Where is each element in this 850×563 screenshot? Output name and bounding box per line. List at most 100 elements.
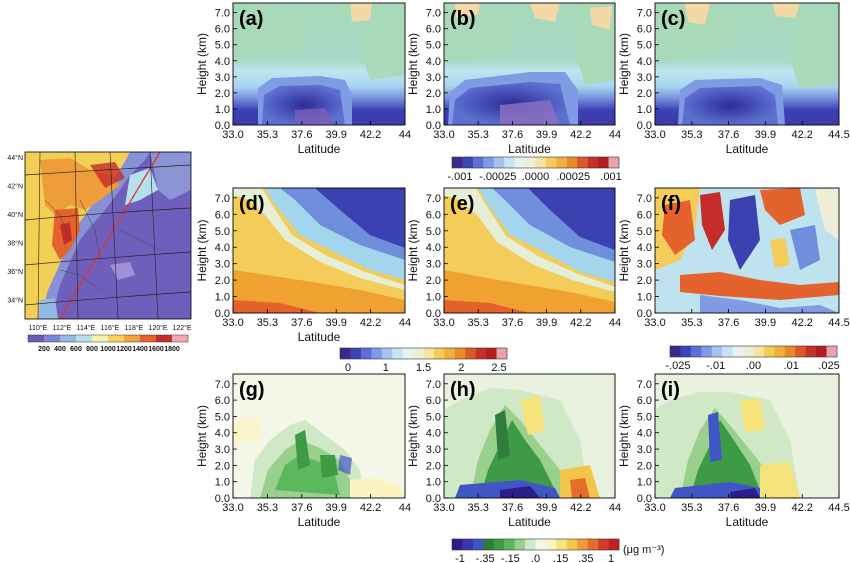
colorbar-swatch: [381, 348, 393, 359]
x-tick-label: 37.6: [718, 129, 739, 141]
colorbar-swatch: [816, 346, 827, 357]
y-tick-label: 2.0: [426, 275, 441, 287]
x-tick-label: 35.3: [681, 317, 702, 329]
y-tick-label: 2.0: [426, 460, 441, 472]
x-tick-label: 37.6: [291, 317, 312, 329]
terrain-swatch: [76, 335, 93, 342]
x-tick-label: 37.6: [502, 317, 523, 329]
terrain-legend-label: 1600: [148, 346, 164, 353]
y-tick-label: 7.0: [426, 379, 441, 391]
colorbar-swatch: [483, 539, 495, 550]
y-tick-label: 0.0: [215, 493, 230, 505]
terrain-swatch: [124, 335, 141, 342]
y-tick-label: 3.0: [215, 72, 230, 84]
colorbar-swatch: [493, 157, 505, 168]
colorbar-swatch: [535, 157, 547, 168]
colorbar-swatch: [504, 157, 515, 168]
x-tick-label: 35.3: [467, 317, 488, 329]
colorbar-frame: [451, 538, 620, 551]
colorbar-frame: [339, 347, 508, 360]
y-tick-label: 1.0: [637, 104, 652, 116]
y-tick-label: 4.0: [637, 56, 652, 68]
colorbar-frame: [451, 156, 620, 169]
y-tick-label: 3.0: [637, 259, 652, 271]
colorbar-label: .001: [600, 171, 621, 183]
panel-frame: [654, 2, 840, 126]
y-tick-label: 7.0: [637, 8, 652, 20]
map-lon-label: 118°E: [125, 324, 144, 332]
y-tick-label: 1.0: [215, 292, 230, 304]
x-axis-label: Latitude: [726, 515, 769, 529]
colorbar-swatch: [504, 539, 515, 550]
y-tick-label: 3.0: [637, 444, 652, 456]
colorbar-label: 1.5: [416, 362, 431, 374]
colorbar-swatch: [587, 157, 599, 168]
y-tick-label: 1.0: [215, 104, 230, 116]
y-tick-label: 2.0: [215, 275, 230, 287]
colorbar-label: 2.5: [491, 362, 506, 374]
x-tick-label: 39.9: [325, 317, 346, 329]
colorbar-label: .00: [746, 360, 761, 372]
colorbar-label: .01: [784, 360, 799, 372]
x-axis-label: Latitude: [726, 142, 769, 156]
panel-label: (b): [450, 8, 476, 30]
y-axis-label: Height (km): [195, 33, 209, 95]
colorbar-swatch: [462, 157, 474, 168]
colorbar-swatch: [413, 348, 424, 359]
x-tick-label: 44.5: [828, 129, 849, 141]
y-tick-label: 5.0: [426, 40, 441, 52]
x-axis-label: Latitude: [298, 142, 341, 156]
x-tick-label: 33.0: [222, 317, 243, 329]
x-tick-label: 37.6: [502, 129, 523, 141]
x-tick-label: 33.0: [433, 129, 454, 141]
y-tick-label: 7.0: [426, 8, 441, 20]
panel-e: [444, 188, 615, 313]
colorbar-swatch: [462, 539, 474, 550]
x-tick-label: 33.0: [644, 317, 665, 329]
terrain-swatch: [28, 335, 45, 342]
y-tick-label: 2.0: [215, 460, 230, 472]
colorbar-swatch: [545, 157, 557, 168]
y-tick-label: 0.0: [426, 493, 441, 505]
colorbar-swatch: [433, 348, 445, 359]
panel-a-axes: 0.0 1.0 2.0 3.0 4.0 5.0 6.0 7.0 33.0 35.3 37.6 39.9…: [195, 2, 411, 156]
colorbar-swatch: [608, 157, 620, 168]
map-lat-label: 34°N: [7, 297, 23, 305]
colorbar-swatch: [360, 348, 372, 359]
x-tick-label: 33.0: [644, 129, 665, 141]
y-tick-label: 5.0: [426, 226, 441, 238]
colorbar-swatch: [392, 348, 403, 359]
colorbar-swatch: [598, 157, 609, 168]
colorbar-swatch: [472, 539, 484, 550]
y-tick-label: 7.0: [426, 193, 441, 205]
panel-frame: [443, 373, 616, 499]
colorbar-swatch: [452, 539, 463, 550]
y-tick-label: 1.0: [426, 292, 441, 304]
y-tick-label: 2.0: [637, 460, 652, 472]
colorbar-label: 2: [458, 362, 464, 374]
y-tick-label: 7.0: [637, 379, 652, 391]
colorbar-swatch: [690, 346, 702, 357]
terrain-legend-label: 1800: [164, 346, 180, 353]
x-tick-label: 37.6: [291, 502, 312, 514]
y-tick-label: 1.0: [426, 477, 441, 489]
x-tick-label: 35.3: [257, 502, 278, 514]
x-tick-label: 44: [609, 317, 621, 329]
panel-label: (a): [239, 8, 263, 30]
y-tick-label: 1.0: [215, 477, 230, 489]
panel-b-axes: 0.0 1.0 2.0 3.0 4.0 5.0 6.0 7.0 33.0 35.3 37.6 39.9…: [406, 2, 621, 156]
y-tick-label: 6.0: [637, 24, 652, 36]
colorbar-frame: [669, 345, 838, 358]
colorbar-swatch: [598, 539, 609, 550]
panel-label: (e): [450, 193, 474, 215]
panel-f-axes: 0.0 1.0 2.0 3.0 4.0 5.0 6.0 7.0 33.0 35.3 37.6 39.9…: [617, 187, 850, 329]
panel-g-axes: 0.0 1.0 2.0 3.0 4.0 5.0 6.0 7.0 33.0 35.3 37.6 39.9…: [195, 373, 411, 529]
colorbar-swatch: [472, 157, 484, 168]
colorbar-swatch: [711, 346, 723, 357]
colorbar-swatch: [535, 539, 547, 550]
x-tick-label: 37.6: [718, 502, 739, 514]
x-tick-label: 44: [609, 129, 621, 141]
x-axis-label: Latitude: [298, 330, 341, 344]
colorbar-swatch: [545, 539, 557, 550]
colorbar-label: 0: [345, 362, 351, 374]
